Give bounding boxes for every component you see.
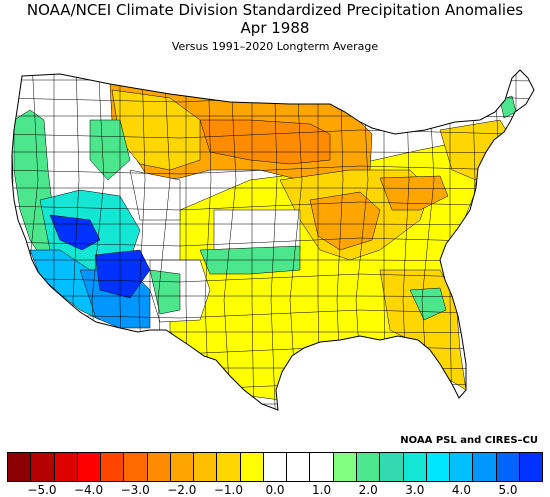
division-line <box>12 129 534 139</box>
division-line <box>223 70 237 410</box>
division-line <box>12 309 534 319</box>
credit-label: NOAA PSL and CIRES–CU <box>400 435 538 446</box>
color-swatch <box>8 453 32 481</box>
division-line <box>12 201 534 211</box>
region-ohio-valley-orange <box>379 175 449 211</box>
color-swatch <box>356 453 381 481</box>
color-scale-bar <box>7 452 543 482</box>
scale-tick-label: 4.0 <box>451 483 471 497</box>
color-swatch <box>240 453 264 481</box>
color-swatch <box>496 453 520 481</box>
scale-tick-label: −2.0 <box>167 483 197 497</box>
scale-tick-label: −5.0 <box>27 483 57 497</box>
color-swatch <box>310 453 334 481</box>
region-dakotas-deep-orange <box>199 119 331 165</box>
color-swatch <box>263 453 288 481</box>
division-line <box>12 223 534 226</box>
region-kansas-white <box>213 209 301 253</box>
color-swatch <box>194 453 218 481</box>
region-mid-atlantic-green <box>465 219 501 251</box>
color-swatch <box>147 453 171 481</box>
color-swatch <box>519 453 543 481</box>
scale-tick-label: −4.0 <box>73 483 104 497</box>
color-swatch <box>217 453 241 481</box>
map-period: Apr 1988 <box>240 19 310 37</box>
scale-tick-label: 0.0 <box>265 483 285 497</box>
division-line <box>12 70 14 410</box>
color-swatch <box>473 453 497 481</box>
color-scale-ticks: −5.0 −4.0 −3.0 −2.0 −1.0 0.0 1.0 2.0 3.0 4.0 5.0 <box>7 482 543 497</box>
color-swatch <box>54 453 78 481</box>
map-subtitle: Versus 1991–2020 Longterm Average <box>171 40 379 53</box>
color-swatch <box>380 453 404 481</box>
color-swatch <box>77 453 102 481</box>
scale-tick-label: 5.0 <box>498 483 518 497</box>
division-line <box>251 70 255 410</box>
scale-tick-label: 3.0 <box>405 483 425 497</box>
color-swatch <box>450 453 474 481</box>
color-swatch <box>333 453 357 481</box>
division-line <box>515 70 519 410</box>
division-line <box>12 151 534 154</box>
division-line <box>535 60 541 432</box>
scale-tick-label: 1.0 <box>312 483 332 497</box>
color-swatch <box>101 453 125 481</box>
color-swatch <box>124 453 148 481</box>
scale-tick-label: −3.0 <box>120 483 150 497</box>
color-swatch <box>403 453 427 481</box>
color-swatch <box>426 453 451 481</box>
division-line <box>468 70 476 410</box>
division-line <box>270 70 278 410</box>
scale-tick-label: −1.0 <box>213 483 243 497</box>
color-swatch <box>170 453 195 481</box>
division-line <box>12 165 534 175</box>
scale-tick-label: 2.0 <box>358 483 378 497</box>
region-nm-green <box>149 269 181 315</box>
color-swatch <box>287 453 311 481</box>
us-climate-division-map <box>11 60 541 432</box>
division-line <box>12 187 534 190</box>
color-swatch <box>31 453 55 481</box>
map-title: NOAA/NCEI Climate Division Standardized … <box>26 1 524 19</box>
